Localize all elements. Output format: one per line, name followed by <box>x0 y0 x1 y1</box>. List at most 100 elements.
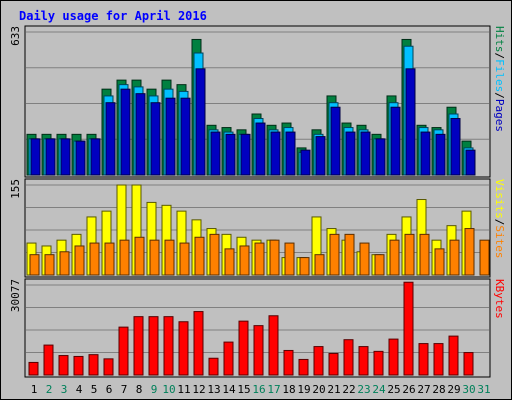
bar-kbytes-day-12 <box>193 311 204 376</box>
bar-pages-day-18 <box>285 131 296 176</box>
bar-kbytes-day-5 <box>88 354 99 376</box>
bar-sites-day-15 <box>239 245 250 276</box>
bar-kbytes-day-15 <box>238 320 249 376</box>
x-tick-label-day-20: 20 <box>312 383 325 396</box>
bar-pages-day-23 <box>360 131 371 176</box>
x-tick-label-day-13: 13 <box>207 383 220 396</box>
x-tick-label-day-28: 28 <box>432 383 445 396</box>
x-tick-label-day-26: 26 <box>402 383 415 396</box>
x-tick-label-day-29: 29 <box>447 383 460 396</box>
bar-pages-day-26 <box>405 68 416 176</box>
bar-pages-day-20 <box>315 136 326 176</box>
bar-kbytes-day-8 <box>133 316 144 376</box>
bar-sites-day-30 <box>464 228 475 276</box>
bar-sites-day-10 <box>164 239 175 276</box>
legend-files: Files <box>493 59 506 92</box>
bar-pages-day-12 <box>195 68 206 176</box>
bar-kbytes-day-17 <box>268 315 279 376</box>
legend-hits: Hits <box>493 26 506 53</box>
x-axis-labels: 1 2 3 4 5 6 7 8 9 10 11 12 13 14 15 16 17 18 19 20 21 22 23 24 2… <box>31 383 491 396</box>
x-tick-label-day-16: 16 <box>252 383 265 396</box>
bar-kbytes-day-13 <box>208 357 219 376</box>
bar-pages-day-22 <box>345 131 356 176</box>
x-tick-label-day-11: 11 <box>177 383 190 396</box>
bar-pages-day-4 <box>75 140 86 176</box>
bar-kbytes-day-24 <box>373 350 384 376</box>
bar-pages-day-8 <box>135 93 146 176</box>
legend-label: KBytes <box>493 279 506 319</box>
bar-sites-day-26 <box>404 233 415 276</box>
bar-kbytes-day-1 <box>28 361 39 376</box>
bar-kbytes-day-2 <box>43 344 54 376</box>
bar-kbytes-day-11 <box>178 321 189 376</box>
panel-kbytes: 30077 KBytes <box>9 278 506 378</box>
bar-pages-day-6 <box>105 102 116 176</box>
legend-separator: / <box>493 92 506 99</box>
bar-sites-day-18 <box>284 242 295 276</box>
bar-kbytes-day-28 <box>433 343 444 376</box>
y-max-label: 633 <box>9 26 22 46</box>
bar-sites-day-20 <box>314 254 325 276</box>
x-tick-label-day-19: 19 <box>297 383 310 396</box>
bar-pages-day-7 <box>120 88 131 176</box>
bar-kbytes-day-3 <box>58 355 69 376</box>
bar-sites-day-4 <box>74 245 85 276</box>
legend-kbytes: KBytes <box>493 279 506 319</box>
x-tick-label-day-7: 7 <box>121 383 128 396</box>
panel-hits_files_pages: 633 Hits/Files/Pages <box>9 25 506 178</box>
bar-sites-day-31 <box>479 239 490 276</box>
legend-sites: Sites <box>493 225 506 258</box>
bar-kbytes-day-10 <box>163 316 174 376</box>
bar-sites-day-24 <box>374 254 385 276</box>
x-tick-label-day-12: 12 <box>192 383 205 396</box>
bar-sites-day-28 <box>434 248 445 276</box>
y-max-label: 155 <box>9 179 22 199</box>
x-tick-label-day-9: 9 <box>151 383 158 396</box>
x-tick-label-day-27: 27 <box>417 383 430 396</box>
bar-kbytes-day-26 <box>403 281 414 376</box>
bar-kbytes-day-22 <box>343 339 354 376</box>
x-tick-label-day-18: 18 <box>282 383 295 396</box>
bar-pages-day-9 <box>150 102 161 176</box>
bar-kbytes-day-19 <box>298 358 309 376</box>
bar-sites-day-16 <box>254 242 265 276</box>
bar-sites-day-2 <box>44 254 55 276</box>
bar-pages-day-14 <box>225 133 236 176</box>
legend-visits: Visits <box>493 179 506 219</box>
legend-label: Visits/Sites <box>493 179 506 259</box>
bar-pages-day-28 <box>435 133 446 176</box>
bar-sites-day-25 <box>389 239 400 276</box>
bar-kbytes-day-20 <box>313 346 324 376</box>
x-tick-label-day-2: 2 <box>46 383 53 396</box>
bar-pages-day-29 <box>450 118 461 176</box>
legend-separator: / <box>493 219 506 226</box>
x-tick-label-day-15: 15 <box>237 383 250 396</box>
bar-kbytes-day-9 <box>148 316 159 376</box>
bar-kbytes-day-14 <box>223 341 234 376</box>
x-tick-label-day-1: 1 <box>31 383 38 396</box>
bar-pages-day-3 <box>60 138 71 176</box>
bar-sites-day-12 <box>194 236 205 276</box>
bar-sites-day-6 <box>104 242 115 276</box>
bar-pages-day-21 <box>330 106 341 176</box>
x-tick-label-day-14: 14 <box>222 383 236 396</box>
bar-sites-day-19 <box>299 257 310 276</box>
bar-sites-day-27 <box>419 233 430 276</box>
bar-kbytes-day-23 <box>358 346 369 376</box>
bar-sites-day-8 <box>134 236 145 276</box>
bar-sites-day-9 <box>149 239 160 276</box>
bar-kbytes-day-25 <box>388 338 399 376</box>
legend-label: Hits/Files/Pages <box>493 26 506 132</box>
x-tick-label-day-24: 24 <box>372 383 386 396</box>
x-tick-label-day-3: 3 <box>61 383 68 396</box>
bar-sites-day-21 <box>329 233 340 276</box>
chart-title: Daily usage for April 2016 <box>19 9 207 23</box>
x-tick-label-day-25: 25 <box>387 383 400 396</box>
x-tick-label-day-21: 21 <box>327 383 340 396</box>
bar-kbytes-day-4 <box>73 355 84 376</box>
x-tick-label-day-6: 6 <box>106 383 113 396</box>
bar-pages-day-5 <box>90 138 101 176</box>
bar-sites-day-11 <box>179 242 190 276</box>
